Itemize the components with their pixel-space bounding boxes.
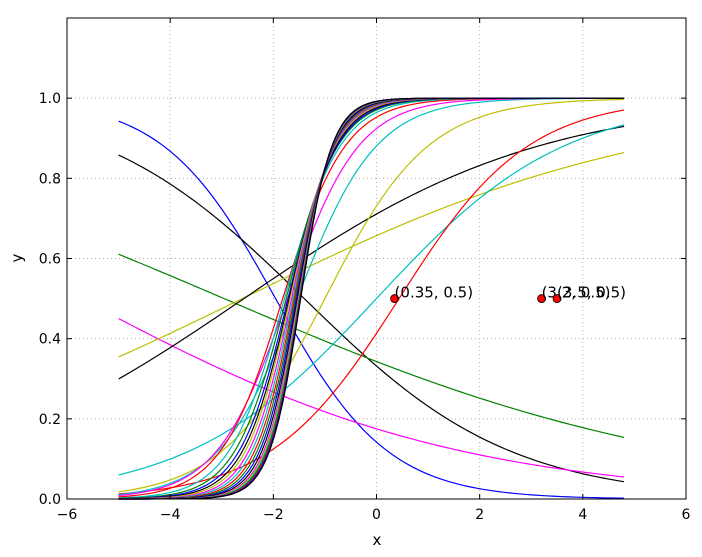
series-line-7 xyxy=(118,124,625,476)
series-line-5 xyxy=(118,152,625,358)
series-line-8 xyxy=(118,109,625,495)
y-axis-label: y xyxy=(8,253,26,262)
x-tick-label: 2 xyxy=(475,507,484,523)
x-tick-label: −6 xyxy=(57,507,78,523)
points-layer: (0.35, 0.5) (3.2, 0.5)(3.5, 0.5) xyxy=(390,284,626,303)
series-line-6 xyxy=(118,125,625,380)
y-tick-label: 1.0 xyxy=(39,91,61,107)
y-tick-label: 0.2 xyxy=(39,412,61,428)
x-tick-label: 6 xyxy=(682,507,691,523)
data-point-2 xyxy=(537,294,546,303)
x-tick-label: 4 xyxy=(578,507,587,523)
series-line-30 xyxy=(118,97,625,500)
x-axis-label: x xyxy=(373,531,382,549)
y-tick-label: 0.6 xyxy=(39,252,61,268)
series-line-4 xyxy=(118,253,625,438)
x-tick-label: 0 xyxy=(372,507,381,523)
x-tick-label: −2 xyxy=(263,507,284,523)
point-annotation-3: (3.5, 0.5) xyxy=(557,284,626,302)
x-tick-label: −4 xyxy=(160,507,181,523)
grid-layer xyxy=(67,18,686,499)
series-line-1 xyxy=(118,120,625,499)
data-point-1 xyxy=(390,294,399,303)
y-tick-label: 0.8 xyxy=(39,171,61,187)
y-tick-label: 0.4 xyxy=(39,332,61,348)
series-line-3 xyxy=(118,318,625,478)
point-annotation-1: (0.35, 0.5) xyxy=(395,284,474,302)
series-layer xyxy=(118,97,625,500)
data-point-3 xyxy=(552,294,562,303)
series-line-2 xyxy=(118,154,625,483)
y-tick-label: 0.0 xyxy=(39,492,61,508)
ticks-layer: −6 −4 −2 0 2 4 6 0.0 0.2 0.4 0.6 0.8 1.0 xyxy=(39,18,691,523)
